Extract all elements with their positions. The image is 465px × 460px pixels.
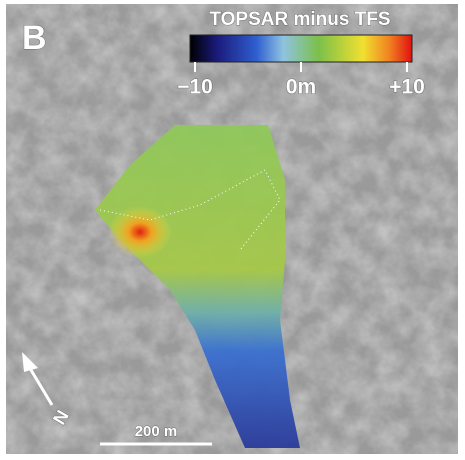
- colorbar: [190, 35, 412, 62]
- colorbar-tick-label: +10: [389, 76, 425, 99]
- colorbar-tick-label: −10: [177, 76, 213, 99]
- colorbar-tick-label: 0m: [286, 76, 316, 99]
- panel-label: B: [22, 19, 47, 57]
- hotspot: [108, 206, 172, 258]
- scale-label: 200 m: [135, 423, 178, 440]
- map-figure: B TOPSAR minus TFS −100m+10 200 m N: [0, 0, 465, 460]
- colorbar-title: TOPSAR minus TFS: [209, 9, 390, 30]
